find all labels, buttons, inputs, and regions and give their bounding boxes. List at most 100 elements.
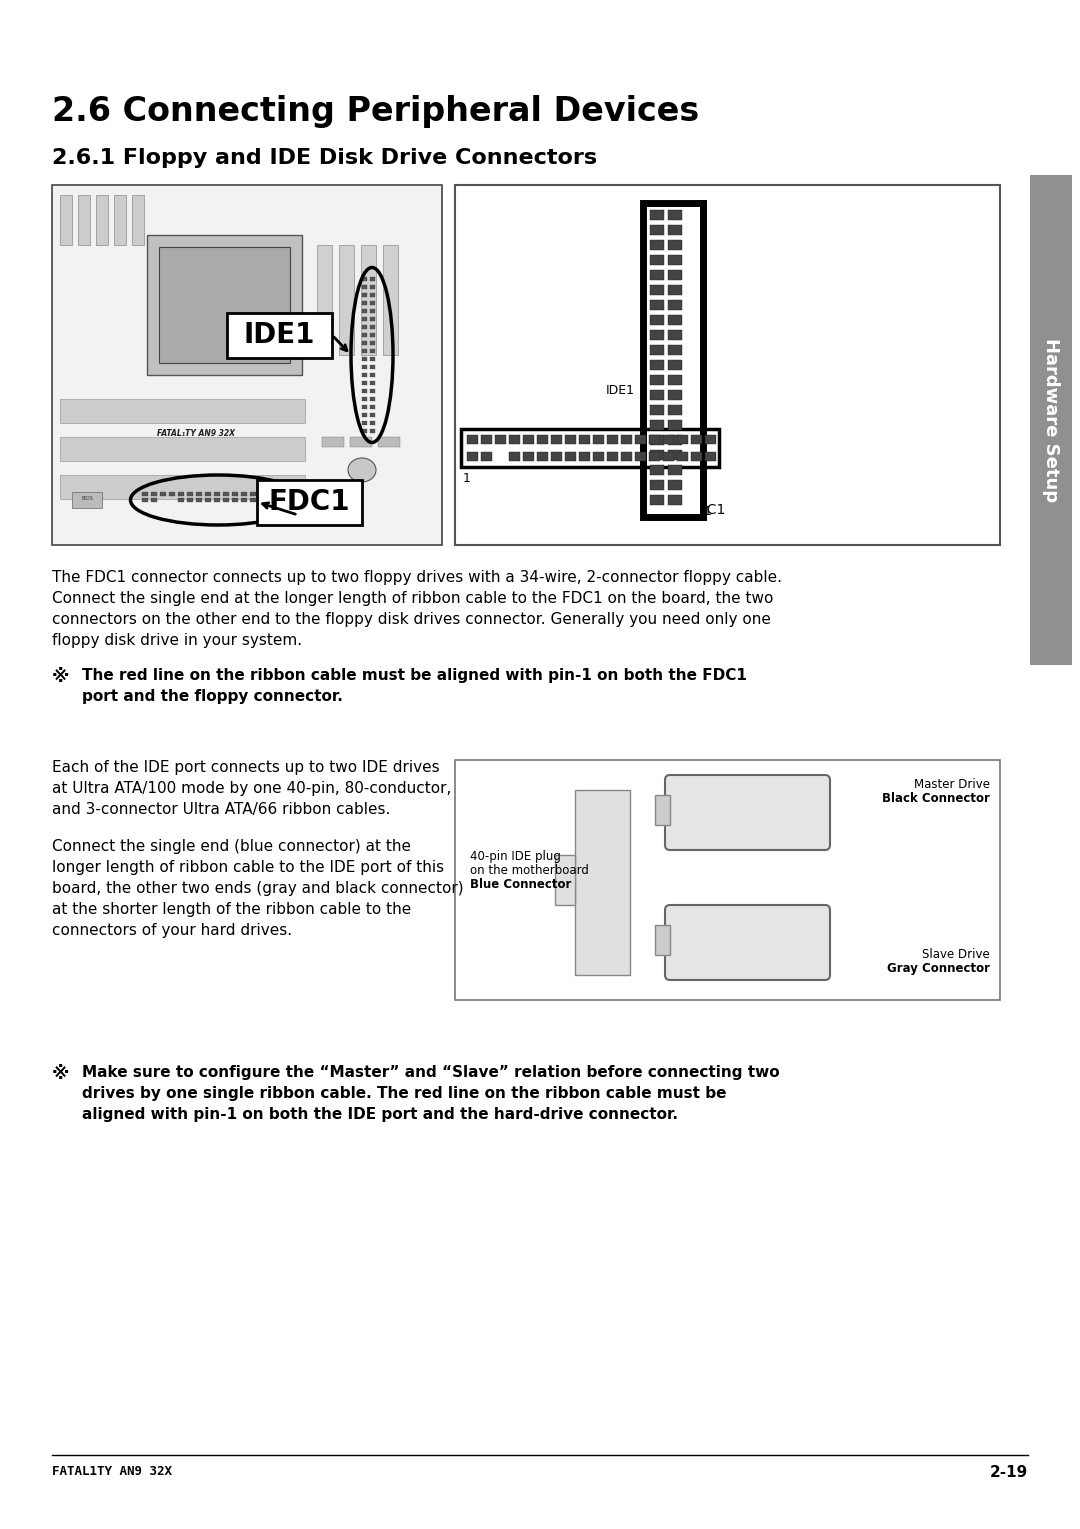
Bar <box>669 375 681 385</box>
Bar <box>579 453 590 462</box>
Bar <box>370 373 375 378</box>
Bar <box>555 855 575 905</box>
Text: FDC1: FDC1 <box>688 503 726 517</box>
Bar <box>362 420 367 425</box>
Bar <box>654 925 670 956</box>
Text: and 3-connector Ultra ATA/66 ribbon cables.: and 3-connector Ultra ATA/66 ribbon cabl… <box>52 803 390 816</box>
Text: Connect the single end (blue connector) at the: Connect the single end (blue connector) … <box>52 839 411 855</box>
Bar <box>523 434 534 443</box>
Text: 1: 1 <box>463 472 471 486</box>
Text: 40-pin IDE plug: 40-pin IDE plug <box>470 850 561 862</box>
Bar <box>455 760 1000 1000</box>
Bar <box>370 365 375 368</box>
Bar <box>370 317 375 321</box>
Bar <box>362 413 367 417</box>
Bar <box>575 790 630 976</box>
Bar <box>370 301 375 304</box>
Bar <box>650 434 664 445</box>
Text: FATAL1TY AN9 32X: FATAL1TY AN9 32X <box>52 1465 172 1479</box>
Bar <box>159 248 291 362</box>
Bar <box>643 203 703 517</box>
Bar <box>650 359 664 370</box>
Bar <box>222 498 229 502</box>
Bar <box>72 492 102 508</box>
Bar <box>370 349 375 353</box>
Bar <box>621 453 632 462</box>
Text: ※: ※ <box>52 1066 69 1083</box>
Bar <box>141 492 148 495</box>
Bar <box>205 492 211 495</box>
Bar <box>669 240 681 251</box>
Text: drives by one single ribbon cable. The red line on the ribbon cable must be: drives by one single ribbon cable. The r… <box>82 1086 727 1101</box>
Bar <box>241 498 247 502</box>
Bar <box>114 196 126 245</box>
Bar <box>362 365 367 368</box>
Bar <box>1030 174 1072 665</box>
Bar <box>214 492 220 495</box>
Bar <box>322 437 345 446</box>
Bar <box>268 498 274 502</box>
Bar <box>205 498 211 502</box>
Bar <box>195 498 202 502</box>
Bar <box>669 480 681 489</box>
Bar <box>650 465 664 476</box>
Bar <box>227 313 332 358</box>
Bar <box>669 300 681 310</box>
Bar <box>551 453 562 462</box>
Bar <box>362 284 367 289</box>
Bar <box>370 430 375 433</box>
Bar <box>523 453 534 462</box>
Bar <box>151 492 157 495</box>
Bar <box>362 326 367 329</box>
Text: at the shorter length of the ribbon cable to the: at the shorter length of the ribbon cabl… <box>52 902 411 917</box>
Bar <box>593 434 604 443</box>
Text: Master Drive: Master Drive <box>914 778 990 790</box>
Bar <box>370 356 375 361</box>
Bar <box>705 434 716 443</box>
Bar <box>362 341 367 346</box>
Text: connectors on the other end to the floppy disk drives connector. Generally you n: connectors on the other end to the flopp… <box>52 612 771 627</box>
Text: The red line on the ribbon cable must be aligned with pin-1 on both the FDC1: The red line on the ribbon cable must be… <box>82 668 747 683</box>
Text: Gray Connector: Gray Connector <box>887 962 990 976</box>
Bar <box>370 341 375 346</box>
Bar <box>669 225 681 235</box>
Bar <box>635 453 646 462</box>
Text: Slave Drive: Slave Drive <box>922 948 990 962</box>
Bar <box>259 492 265 495</box>
Bar <box>60 196 72 245</box>
Bar <box>151 498 157 502</box>
Bar <box>677 453 688 462</box>
Bar <box>370 309 375 313</box>
Bar <box>370 405 375 408</box>
Bar <box>370 388 375 393</box>
Bar <box>649 453 660 462</box>
Text: Hardware Setup: Hardware Setup <box>1042 338 1059 502</box>
Bar <box>551 434 562 443</box>
Text: aligned with pin-1 on both the IDE port and the hard-drive connector.: aligned with pin-1 on both the IDE port … <box>82 1107 678 1122</box>
Bar <box>650 271 664 280</box>
Bar <box>461 430 719 466</box>
Bar <box>370 413 375 417</box>
Bar <box>669 255 681 265</box>
Bar <box>509 434 519 443</box>
Bar <box>241 492 247 495</box>
Bar <box>339 245 354 355</box>
Bar <box>362 277 367 281</box>
Bar <box>370 284 375 289</box>
Bar <box>495 434 507 443</box>
Bar <box>650 225 664 235</box>
Bar <box>268 492 274 495</box>
Text: 1: 1 <box>704 505 712 518</box>
Bar <box>276 492 283 495</box>
Bar <box>677 434 688 443</box>
Text: BIOS: BIOS <box>81 497 93 502</box>
Bar <box>509 453 519 462</box>
Bar <box>362 430 367 433</box>
Bar <box>362 356 367 361</box>
Bar <box>370 398 375 401</box>
Text: FDC1: FDC1 <box>268 488 350 515</box>
Bar <box>467 453 478 462</box>
Bar <box>481 434 492 443</box>
Bar <box>222 492 229 495</box>
Bar <box>467 434 478 443</box>
